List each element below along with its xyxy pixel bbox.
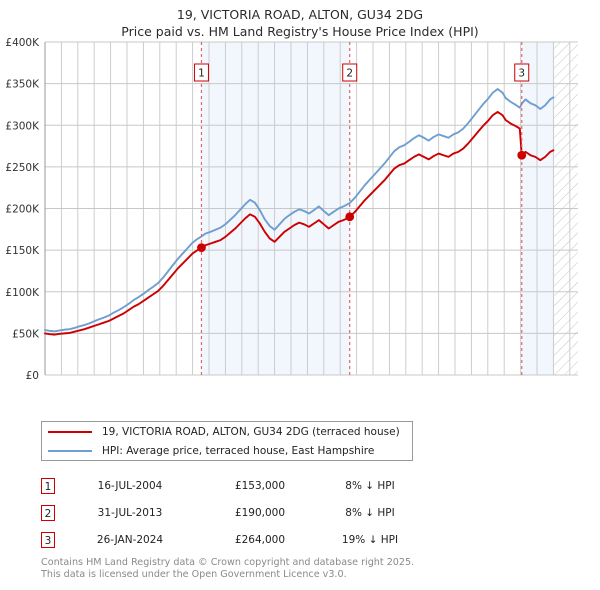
svg-text:2: 2: [346, 68, 353, 80]
chart-marker-badges: 1 2 3: [193, 63, 530, 82]
footer-licence-line: This data is licensed under the Open Gov…: [41, 568, 347, 580]
title-subtitle: Price paid vs. HM Land Registry's House …: [121, 24, 479, 39]
svg-text:£300K: £300K: [5, 120, 40, 132]
transaction-price: £264,000: [234, 533, 286, 546]
legend-line-swatch-red-icon: [48, 430, 92, 433]
svg-text:£50K: £50K: [12, 328, 40, 340]
price-history-chart: £0 £50K £100K £150K £200K £250K £300K £350K £400…: [5, 38, 578, 380]
transaction-price: £153,000: [234, 479, 286, 492]
transaction-index-badge: 2: [41, 504, 55, 521]
chart-y-axis-labels: £0 £50K £100K £150K £200K £250K £300K £350K £400…: [5, 38, 40, 380]
table-row: 1 16-JUL-2004 £153,000 8% ↓ HPI: [41, 472, 471, 499]
transaction-date: 31-JUL-2013: [97, 506, 163, 519]
transaction-date: 26-JAN-2024: [96, 533, 164, 546]
footer-copyright-line: Contains HM Land Registry data © Crown c…: [41, 557, 415, 568]
transaction-price: £190,000: [234, 506, 286, 519]
transaction-hpi-delta: 8% ↓ HPI: [345, 506, 395, 519]
transactions-table: 1 16-JUL-2004 £153,000 8% ↓ HPI 2 31-JUL…: [41, 472, 471, 553]
table-row: 2 31-JUL-2013 £190,000 8% ↓ HPI: [41, 499, 471, 526]
table-row: 3 26-JAN-2024 £264,000 19% ↓ HPI: [41, 526, 471, 553]
transaction-hpi-delta: 19% ↓ HPI: [341, 533, 399, 546]
svg-text:1: 1: [198, 68, 205, 80]
chart-transaction-dots: [197, 150, 527, 253]
legend-line-swatch-blue-icon: [48, 449, 92, 452]
legend-item-hpi: HPI: Average price, terraced house, East…: [42, 441, 412, 460]
transaction-index-badge: 1: [41, 477, 55, 494]
title-address: 19, VICTORIA ROAD, ALTON, GU34 2DG: [176, 7, 424, 22]
svg-text:£200K: £200K: [5, 204, 40, 216]
chart-marker-vertical-lines: [200, 42, 523, 375]
page-title: 19, VICTORIA ROAD, ALTON, GU34 2DG Price…: [0, 0, 600, 40]
transaction-hpi-delta: 8% ↓ HPI: [345, 479, 395, 492]
svg-text:£150K: £150K: [5, 245, 40, 257]
svg-text:£0: £0: [26, 370, 39, 380]
chart-legend: 19, VICTORIA ROAD, ALTON, GU34 2DG (terr…: [41, 421, 413, 461]
svg-text:£350K: £350K: [5, 79, 40, 91]
transaction-date: 16-JUL-2004: [97, 479, 163, 492]
footer-attribution: Contains HM Land Registry data © Crown c…: [41, 557, 571, 580]
chart-area: £0 £50K £100K £150K £200K £250K £300K £350K £400…: [0, 38, 600, 380]
svg-text:3: 3: [518, 68, 525, 80]
svg-text:£250K: £250K: [5, 162, 40, 174]
legend-label-price-paid: 19, VICTORIA ROAD, ALTON, GU34 2DG (terr…: [102, 425, 400, 438]
svg-text:£400K: £400K: [5, 38, 40, 49]
transaction-index-badge: 3: [41, 531, 55, 548]
chart-series-lines: [44, 88, 555, 336]
legend-item-price-paid: 19, VICTORIA ROAD, ALTON, GU34 2DG (terr…: [42, 422, 412, 441]
svg-text:£100K: £100K: [5, 287, 40, 299]
legend-label-hpi: HPI: Average price, terraced house, East…: [102, 444, 375, 457]
